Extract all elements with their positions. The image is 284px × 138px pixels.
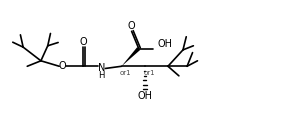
Text: O: O xyxy=(80,37,87,47)
Text: OH: OH xyxy=(158,39,173,49)
Text: O: O xyxy=(128,21,135,31)
Text: O: O xyxy=(59,61,66,71)
Text: or1: or1 xyxy=(120,70,131,76)
Text: or1: or1 xyxy=(144,70,155,76)
Polygon shape xyxy=(122,47,140,66)
Text: H: H xyxy=(98,71,105,80)
Text: OH: OH xyxy=(137,91,152,100)
Text: N: N xyxy=(98,63,105,73)
